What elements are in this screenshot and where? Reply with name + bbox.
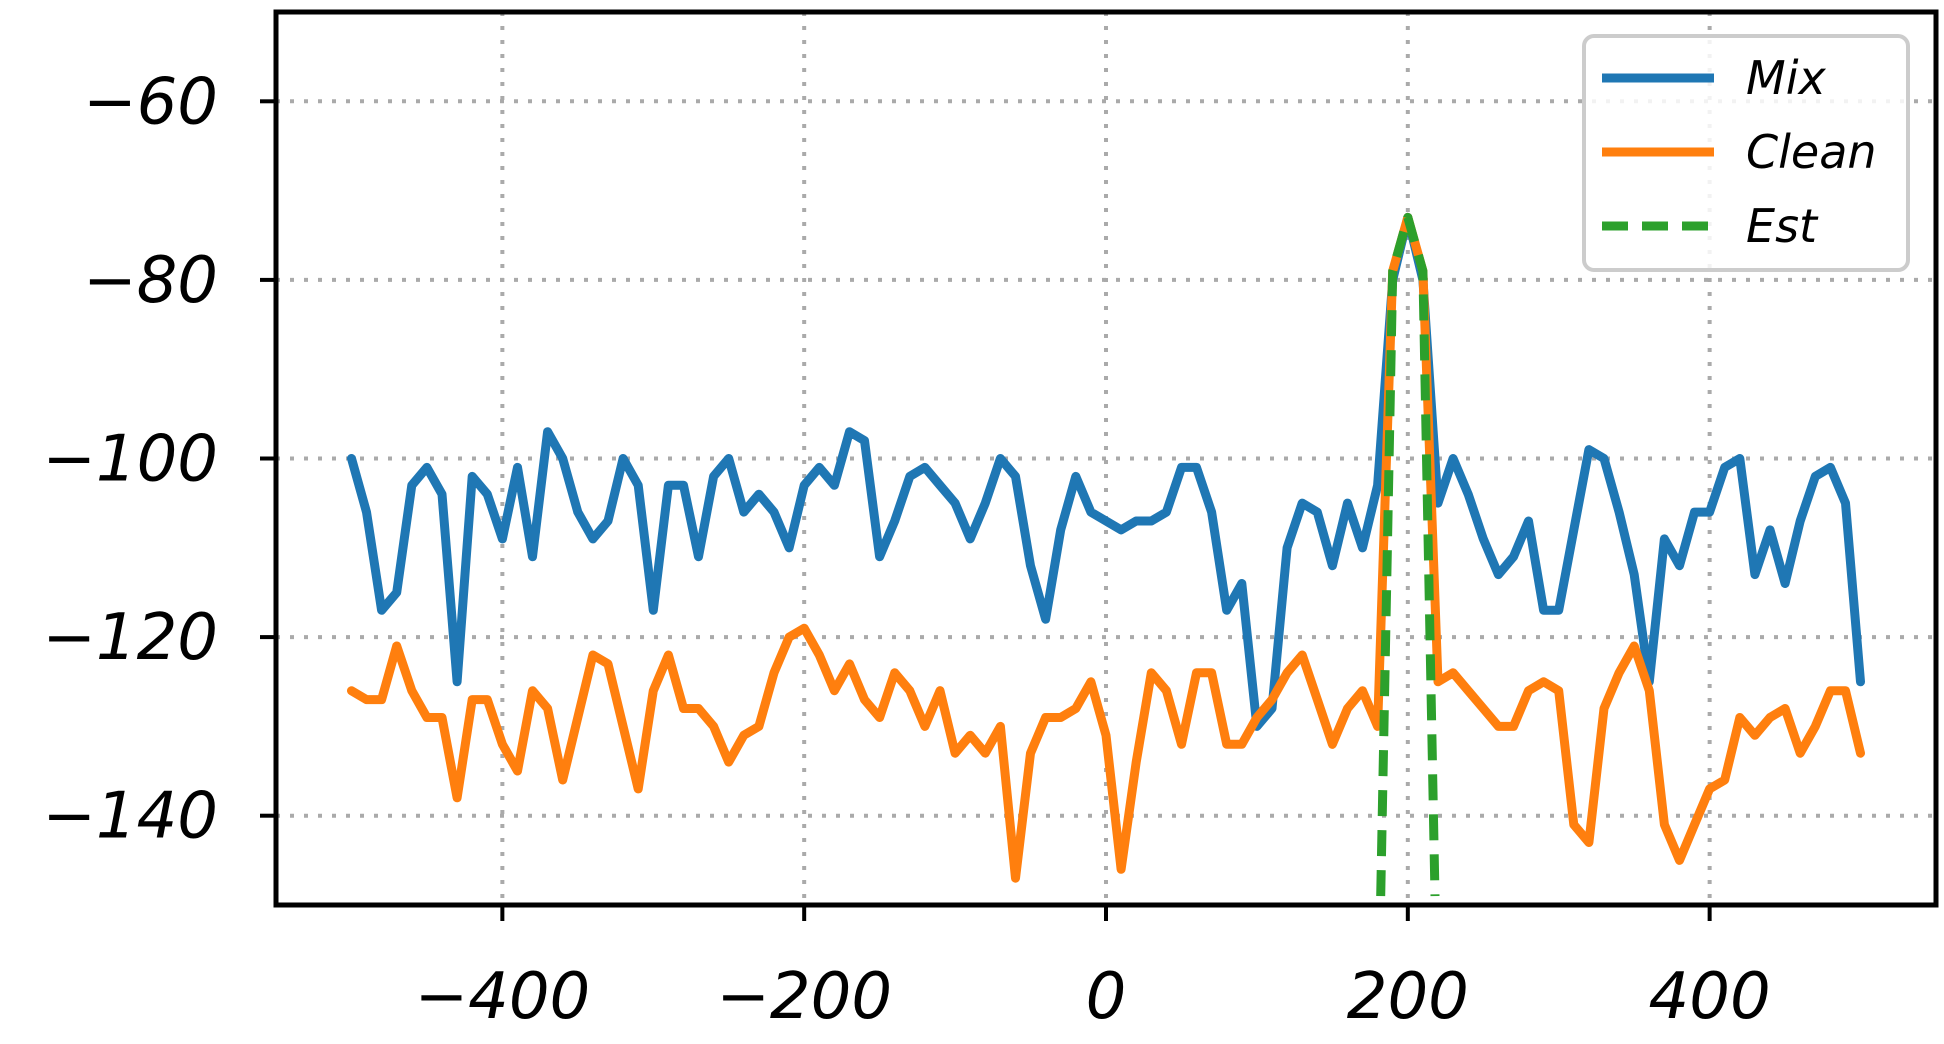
series-line-clean: [347, 212, 1865, 883]
ticks: −400 −200 0 200 400 −60 −80 −100 −120 −140: [42, 65, 1770, 1034]
x-tick-label: 400: [1649, 960, 1771, 1034]
legend-label-clean: Clean: [1746, 125, 1877, 179]
x-tick-label: 200: [1347, 960, 1469, 1034]
legend-label-est: Est: [1746, 199, 1819, 253]
x-tick-label: 0: [1086, 960, 1127, 1034]
x-tick-label: −400: [414, 960, 590, 1034]
series-layer: [347, 212, 1865, 897]
legend-box: [1582, 34, 1910, 272]
y-tick-label: −60: [83, 65, 218, 139]
y-tick-label: −140: [42, 780, 218, 854]
legend: Mix Clean Est: [1582, 34, 1910, 272]
y-tick-label: −100: [42, 423, 218, 497]
y-tick-label: −80: [83, 244, 218, 318]
series-line-mix: [347, 212, 1865, 731]
y-tick-label: −120: [42, 601, 218, 675]
legend-label-mix: Mix: [1746, 51, 1826, 105]
x-tick-label: −200: [716, 960, 892, 1034]
series-line-est: [1376, 212, 1440, 897]
